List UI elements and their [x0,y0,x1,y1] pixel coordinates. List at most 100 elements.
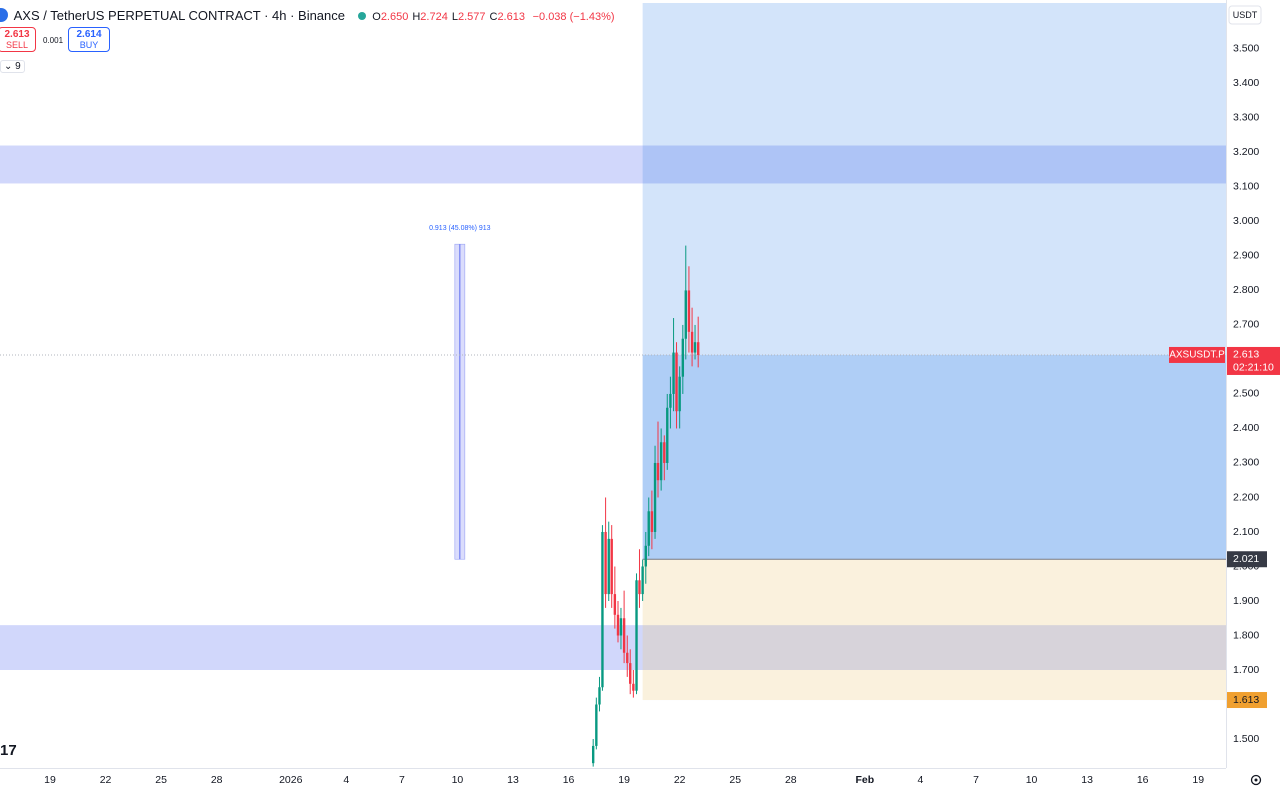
settings-icon[interactable] [1250,774,1262,786]
y-tick-label: 3.200 [1233,146,1259,158]
x-tick-label: 4 [343,774,349,786]
x-tick-label: 7 [399,774,405,786]
x-tick-label: 13 [1081,774,1093,786]
plot-area: 0.913 (45.08%) 913 [0,3,1226,767]
x-tick-label: 19 [44,774,56,786]
last-price-badge [1227,346,1280,375]
buy-label: BUY [79,40,99,50]
candle-body [696,342,700,355]
x-tick-label: 7 [973,774,979,786]
candle-body [595,704,598,746]
time-axis [0,768,1226,790]
y-tick-label: 2.400 [1233,422,1259,434]
title: AXS / TetherUS PERPETUAL CONTRACT · 4h ·… [13,8,345,23]
symbol-badge [1169,346,1225,363]
loss-zone [642,559,1226,701]
x-tick-label: 10 [452,774,464,786]
ohlc-key: H [412,11,421,23]
status-dot [357,12,366,20]
profit-current [642,354,1226,560]
y-tick-label: 3.300 [1233,112,1259,124]
y-tick-label: 1.500 [1233,733,1259,745]
x-tick-label: 10 [1026,774,1038,786]
x-tick-label: 25 [155,774,167,786]
ohlc-key: C [489,11,498,23]
candle-body [678,376,681,412]
y-tick-label: 2.700 [1233,319,1259,331]
ohlc-value: 2.724 [420,11,448,23]
y-tick-label: 3.000 [1233,215,1259,227]
symbol-icon [0,8,8,22]
candle-body [638,580,641,595]
symbol-title: AXS / TetherUS PERPETUAL CONTRACT · 4h ·… [0,8,615,23]
profit-zone [642,3,1226,560]
candle-body [591,745,595,764]
candle-body [653,462,657,532]
candle-body [598,687,601,705]
x-tick-label: 22 [100,774,112,786]
x-tick-label: 25 [729,774,741,786]
y-tick-label: 2.900 [1233,250,1259,262]
unit-button[interactable] [1228,5,1262,25]
candle-body [690,331,694,353]
ohlc-key: O [372,11,381,23]
x-tick-label: 19 [1192,774,1204,786]
price-badge [1227,551,1267,568]
candle-body [647,511,650,546]
y-tick-label: 3.100 [1233,181,1259,193]
measure-label: 0.913 (45.08%) 913 [429,225,491,232]
ohlc-value: 2.577 [457,11,486,23]
candle-body [626,652,629,664]
x-tick-label: 13 [507,774,519,786]
candle-body [604,531,607,595]
y-tick-label: 2.800 [1233,284,1259,296]
price-badge-label: 2.021 [1233,553,1259,565]
sell-button[interactable]: 2.613 SELL [0,27,36,52]
ohlc-value: 2.613 [497,11,525,23]
y-tick-label: 1.700 [1233,664,1259,676]
candle-body [616,614,620,636]
zone [0,625,1226,671]
candle-body [622,618,626,653]
buy-button[interactable]: 2.614 BUY [68,27,110,52]
candle-body [641,566,644,595]
sell-label: SELL [5,40,29,50]
x-tick-label: 19 [618,774,630,786]
x-tick-label: 16 [563,774,575,786]
logo: 17 [0,742,17,759]
candle-body [687,290,691,332]
candle-body [632,683,635,691]
indicators-toggle[interactable]: ⌄ 9 [0,60,25,73]
y-tick-label: 2.500 [1233,388,1259,400]
candle-body [675,352,678,412]
candle-body [693,342,697,353]
ohlc-value: 2.650 [380,11,409,23]
y-tick-label: 1.800 [1233,629,1259,641]
candle-body [669,393,672,408]
zone [0,145,1226,184]
ohlc-key: L [451,11,458,23]
ohlc: O2.650 H2.724 L2.577 C2.613 [372,11,529,23]
y-tick-label: 1.900 [1233,595,1259,607]
candle-body [663,442,666,463]
candle-body [650,511,654,532]
candle-body [613,594,617,615]
x-tick-label: 2026 [279,774,303,786]
x-tick-label: 16 [1137,774,1149,786]
buy-price: 2.614 [76,29,102,40]
candle-body [672,352,675,394]
candle-body [607,538,610,595]
candle-body [684,290,687,339]
spread: 0.001 [43,36,64,45]
unit-label: USDT [1233,10,1258,20]
settings-icon-dot [1254,778,1258,782]
sell-price: 2.613 [4,29,30,40]
price-badge-label: 1.613 [1233,694,1259,706]
x-tick-label: 28 [211,774,223,786]
candle-body [610,538,613,595]
y-tick-label: 3.500 [1233,43,1259,55]
change: −0.038 (−1.43%) [532,11,615,23]
y-tick-label: 2.300 [1233,457,1259,469]
candle-body [629,663,632,684]
